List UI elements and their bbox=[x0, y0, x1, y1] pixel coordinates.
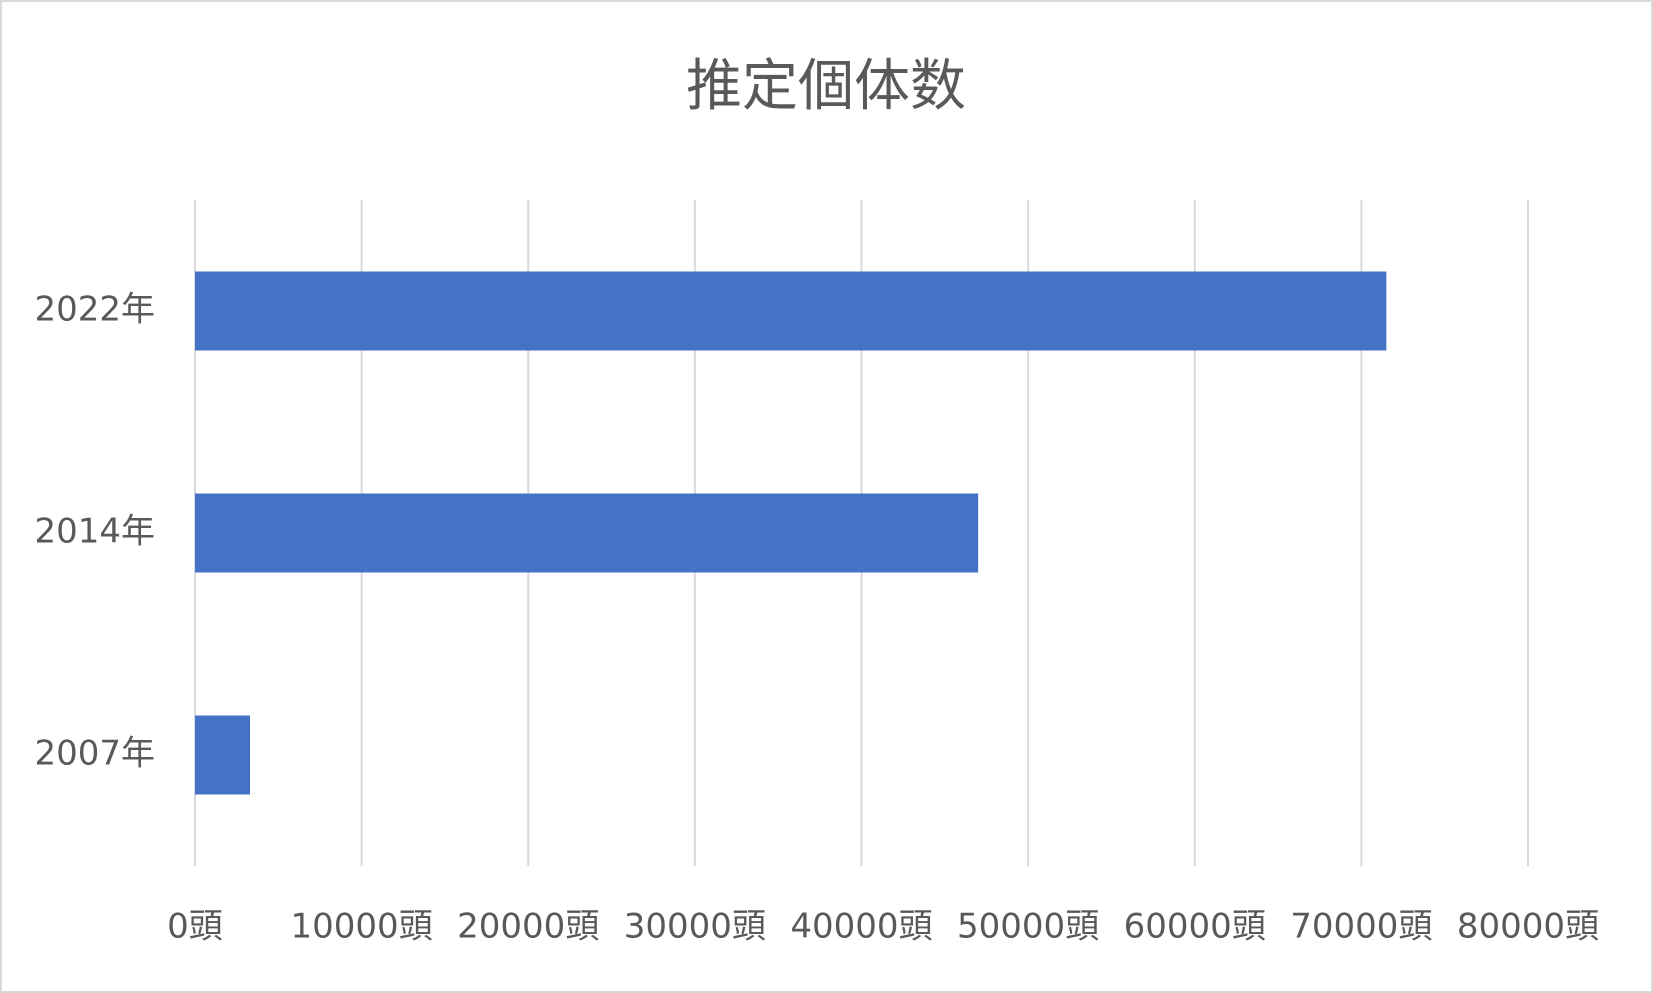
y-tick-label: 2014年 bbox=[34, 512, 155, 552]
x-tick-label: 40000頭 bbox=[790, 907, 932, 947]
x-tick-label: 60000頭 bbox=[1124, 907, 1266, 947]
bar bbox=[195, 715, 250, 795]
bar bbox=[195, 271, 1387, 351]
x-tick-label: 20000頭 bbox=[457, 907, 599, 947]
bar bbox=[195, 493, 979, 573]
y-tick-label: 2007年 bbox=[34, 734, 155, 774]
y-tick-label: 2022年 bbox=[34, 290, 155, 330]
x-tick-label: 70000頭 bbox=[1290, 907, 1432, 947]
x-tick-label: 10000頭 bbox=[291, 907, 433, 947]
x-tick-label: 30000頭 bbox=[624, 907, 766, 947]
x-tick-label: 80000頭 bbox=[1457, 907, 1599, 947]
x-tick-label: 0頭 bbox=[167, 907, 223, 947]
x-tick-label: 50000頭 bbox=[957, 907, 1099, 947]
chart-title: 推定個体数 bbox=[686, 54, 966, 119]
